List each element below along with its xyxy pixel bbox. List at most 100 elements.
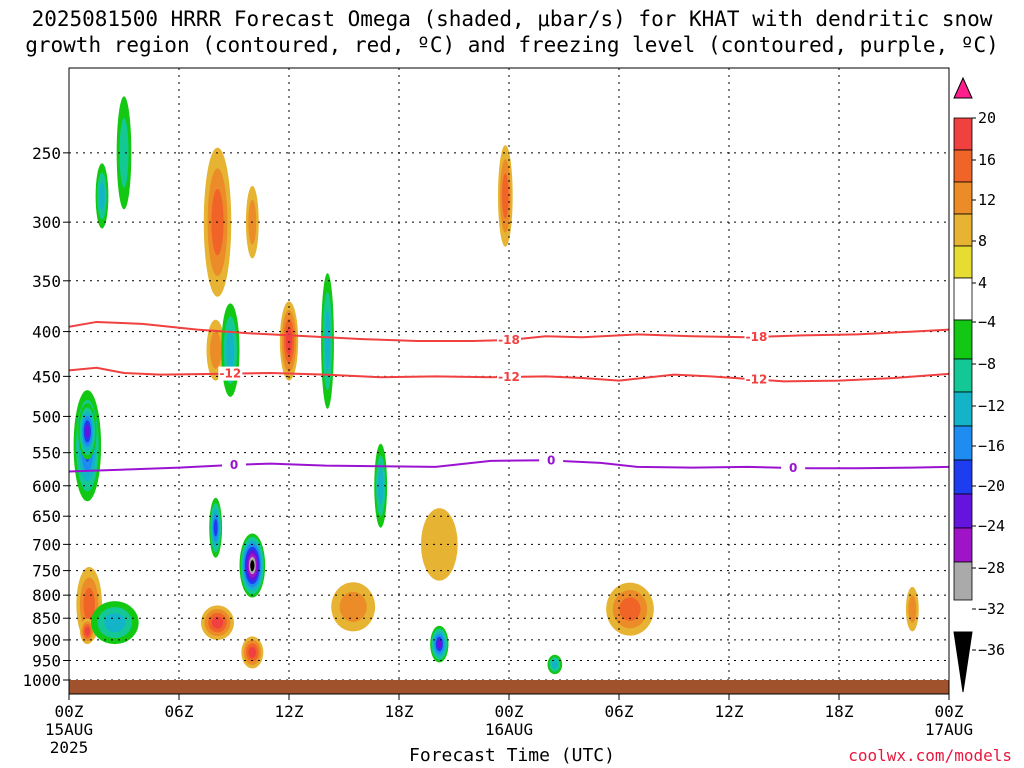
omega-band [377,467,384,505]
omega-cell [209,497,223,558]
omega-cell [331,582,376,632]
omega-cell [78,403,97,460]
colorbar-band [953,459,973,495]
colorbar-label: 12 [978,191,996,209]
omega-band [285,327,293,355]
omega-field [73,96,919,675]
omega-band [908,595,917,623]
y-tick-label: 800 [32,586,61,605]
omega-band [213,519,218,537]
x-tick-label: 06Z [605,702,634,721]
y-tick-label: 750 [32,562,61,581]
colorbar-band [953,358,973,393]
omega-cell [279,301,299,381]
omega-cell [606,582,654,636]
x-tick-label: 00Z [495,702,524,721]
x-tick-year: 2025 [50,738,89,757]
omega-cell [116,96,132,210]
colorbar-label: −28 [978,559,1005,577]
contour-label-bg [781,461,806,476]
omega-cell [91,601,139,645]
omega-band [437,639,442,649]
omega-cell [547,654,563,675]
colorbar-label: −20 [978,477,1005,495]
chart-title-line1: 2025081500 HRRR Forecast Omega (shaded, … [31,7,993,31]
omega-band [104,613,126,633]
omega-band [84,626,90,636]
colorbar-arrow-bottom [953,631,973,693]
omega-cell [206,319,225,381]
colorbar-label: −24 [978,517,1005,535]
contour-label: -18 [498,333,520,347]
x-tick-label: 18Z [825,702,854,721]
colorbar-band [953,319,973,360]
chart-title: 2025081500 HRRR Forecast Omega (shaded, … [0,6,1024,58]
omega-band [99,181,105,211]
omega-band [339,591,367,622]
y-tick-label: 350 [32,272,61,291]
y-tick-label: 900 [32,631,61,650]
contour-label: 0 [789,461,797,475]
colorbar: 20 16 12 8 4 −4 −8 −12 −16 −20 −24 −28 −32 −36 [953,76,1005,693]
x-tick-label: 00Z [935,702,964,721]
colorbar-label: −8 [978,355,996,373]
contour-label-bg [744,372,769,387]
x-tick-date: 17AUG [925,720,973,739]
y-tick-label: 550 [32,444,61,463]
omega-band [226,329,235,371]
colorbar-label: 4 [978,274,987,292]
y-tick-label: 600 [32,477,61,496]
colorbar-band [953,527,973,563]
y-tick-label: 1000 [22,671,61,690]
y-tick-label: 500 [32,407,61,426]
omega-band [210,331,222,369]
colorbar-label: −16 [978,437,1005,455]
omega-band [248,646,257,658]
y-tick-label: 450 [32,367,61,386]
contour-labels: -18 -18 -12 -12 -12 0 0 0 [218,329,806,476]
contour-label-bg [744,329,769,344]
x-axis-title: Forecast Time (UTC) [409,745,615,766]
omega-band [211,616,224,629]
site-credit: coolwx.com/models [848,746,1012,765]
colorbar-band [953,493,973,529]
colorbar-band [953,561,973,601]
colorbar-band [953,117,973,151]
colorbar-band [953,277,973,321]
colorbar-label: −12 [978,397,1005,415]
omega-band [619,597,641,621]
omega-cell [95,163,109,229]
contour-label: 0 [230,458,238,472]
colorbar-label: −36 [978,641,1005,659]
omega-band [119,118,129,188]
omega-band [502,173,509,219]
omega-cell [201,605,234,640]
omega-band [421,508,458,581]
omega-band [324,310,331,372]
omega-band [85,424,90,439]
colorbar-band [953,149,973,183]
colorbar-label: 8 [978,232,987,250]
omega-cell [321,273,334,409]
colorbar-label: 20 [978,109,996,127]
y-tick-label: 250 [32,144,61,163]
contour-label-bg [497,369,521,384]
chart-title-line2: growth region (contoured, red, ºC) and f… [25,33,999,57]
omega-cell [80,618,95,645]
omega-cell [374,443,388,528]
y-axis: 250 300 350 400 450 500 550 600 650 700 750 800 850 9… [22,144,69,690]
colorbar-band [953,245,973,279]
y-tick-label: 400 [32,323,61,342]
colorbar-band [953,181,973,215]
omega-cell [241,636,264,669]
omega-cell [239,533,266,598]
ground-bar [69,680,949,694]
omega-cell [905,586,919,632]
colorbar-arrow-top [953,76,973,99]
contour-label: -12 [498,370,520,384]
x-tick-label: 00Z [55,702,84,721]
y-tick-label: 650 [32,507,61,526]
colorbar-label: −32 [978,600,1005,618]
omega-cell [430,625,449,663]
